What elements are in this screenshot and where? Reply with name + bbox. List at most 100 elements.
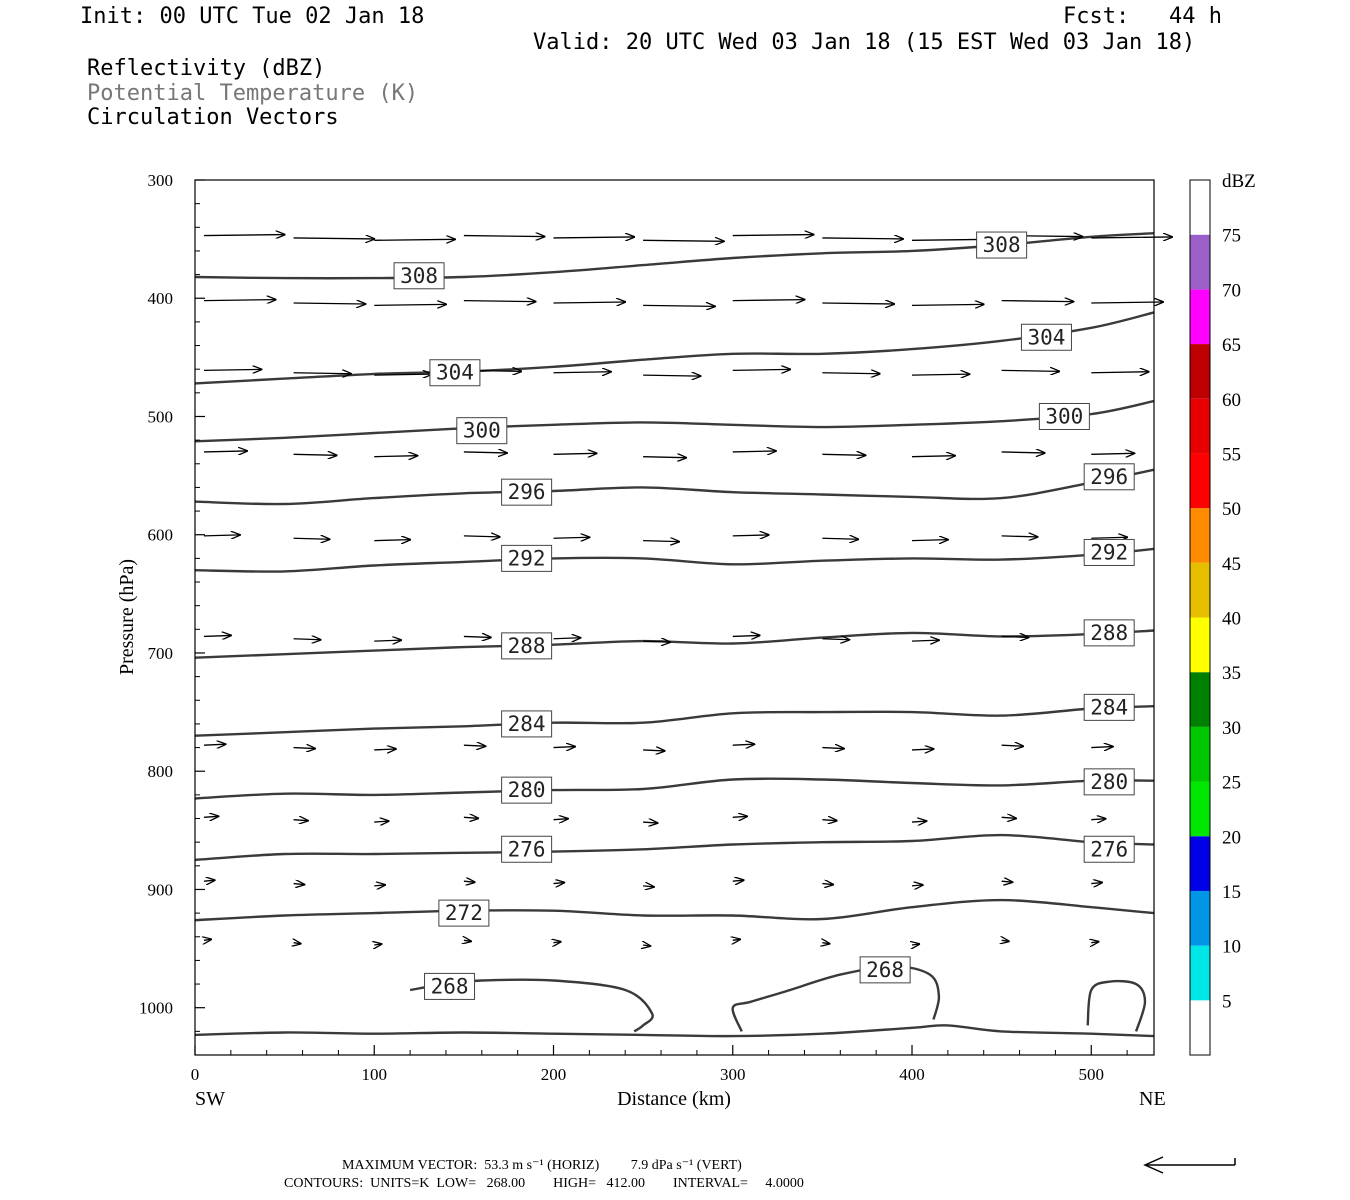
circulation-vector [293,303,366,304]
contour-label-box [1083,693,1135,721]
contour-label: 304 [436,361,474,385]
circulation-vector [911,374,969,375]
contour-label-box [1038,402,1090,430]
circulation-vector [911,885,923,886]
contour-label: 296 [1090,465,1128,489]
colorbar-segment [1190,726,1210,782]
circulation-vector [463,817,478,818]
y-tick-label: 500 [148,407,174,426]
circulation-vector [1001,370,1059,371]
circulation-vector [911,821,926,822]
contour-line-304 [194,311,1155,385]
contour-label-box [1020,323,1072,351]
colorbar-segment [1190,289,1210,345]
contour-line-268 [731,965,941,1032]
contour-label-box [1083,768,1135,796]
circulation-vector [553,638,581,639]
circulation-vector [822,303,894,304]
circulation-vector [553,302,626,303]
contour-label-box [393,262,445,290]
circulation-vector [732,451,776,452]
circulation-vector [374,944,381,945]
contour-line [194,1024,1155,1038]
circulation-vector [463,536,500,537]
circulation-vector [1091,237,1172,238]
contour-label: 304 [1027,325,1065,349]
contour-line-268 [1086,979,1147,1032]
contour-line-300 [194,399,1155,443]
colorbar-label: 75 [1222,226,1241,247]
circulation-vector [203,369,261,370]
colorbar-label: 45 [1222,554,1241,575]
circulation-vector [203,635,231,636]
circulation-vector [1001,817,1016,818]
circulation-vector [1091,747,1113,748]
circulation-vector [732,880,744,881]
circulation-vector [643,541,679,542]
contour-label-box [501,478,553,506]
contour-label: 268 [431,974,469,998]
circulation-vector [553,453,597,454]
circulation-vector [732,744,755,745]
circulation-vector [822,943,829,944]
init-time: Init: 00 UTC Tue 02 Jan 18 [80,4,425,29]
circulation-vector [643,305,715,306]
circulation-vector [643,945,650,946]
circulation-vector [463,745,486,746]
circulation-vector [203,880,215,881]
circulation-vector [464,940,471,941]
colorbar-segment [1190,562,1210,618]
circulation-vector [203,535,240,536]
circulation-vector [1091,372,1148,373]
y-tick-label: 1000 [139,999,173,1018]
circulation-vector [1001,636,1029,637]
colorbar-segment [1190,890,1210,946]
y-tick-label: 800 [148,762,174,781]
contour-label: 272 [445,901,483,925]
circulation-vector [1091,302,1163,303]
circulation-vector [643,240,724,241]
colorbar-label: 55 [1222,444,1241,465]
contour-line-272 [194,898,1155,922]
contour-label-box [1083,538,1135,566]
contour-label-box [859,956,911,984]
circulation-vector [643,750,665,751]
contour-label: 288 [1090,621,1128,645]
x-tick-label: 400 [899,1065,925,1084]
y-tick-label: 300 [148,171,174,190]
footer-max-vector: MAXIMUM VECTOR: 53.3 m s⁻¹ (HORIZ) 7.9 d… [342,1158,742,1173]
contour-line-296 [194,468,1155,506]
field-label-potential-temperature: Potential Temperature (K) [87,81,419,106]
x-axis-label: Distance (km) [617,1088,731,1110]
y-axis-label: Pressure (hPa) [116,559,138,675]
circulation-vector [293,884,305,885]
circulation-vector [1001,881,1013,882]
circulation-vector [293,639,321,640]
circulation-vector [732,535,769,536]
circulation-vector [1091,453,1134,454]
circulation-vector [643,375,700,376]
circulation-vector [374,374,431,375]
contour-label: 284 [1090,695,1128,719]
colorbar-label: 70 [1222,280,1241,301]
circulation-vector [463,452,507,453]
circulation-vector [374,640,401,641]
circulation-vector [1091,819,1105,820]
contour-label: 280 [508,778,546,802]
circulation-vector [294,943,301,944]
circulation-vector [643,457,686,458]
circulation-vector [293,748,316,749]
contour-line-284 [194,705,1155,737]
contour-label: 308 [983,233,1021,257]
colorbar-segment [1190,344,1210,399]
circulation-vector [553,237,635,238]
colorbar-segment [1190,234,1210,290]
circulation-vector [293,454,337,455]
contour-line-292 [194,547,1155,573]
circulation-vector [554,942,561,943]
circulation-vector [822,373,879,374]
colorbar-unit: dBZ [1222,171,1256,192]
circulation-vector [822,820,836,821]
circulation-vector [293,238,375,239]
